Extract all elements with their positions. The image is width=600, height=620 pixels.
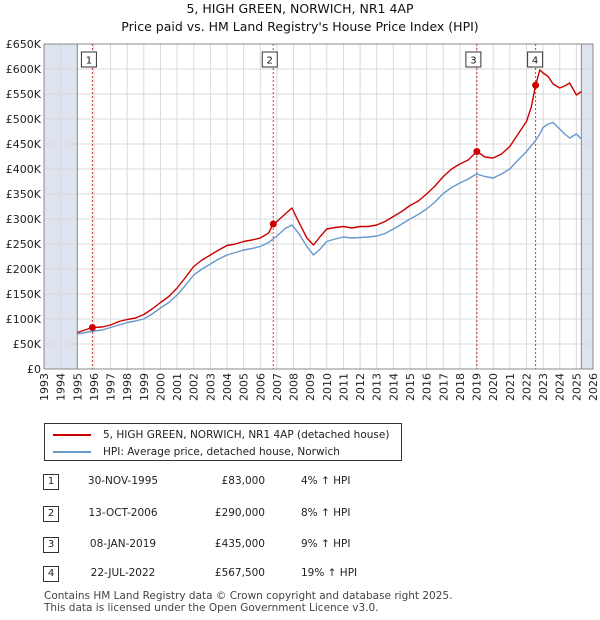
sale-label-number: 4 bbox=[532, 56, 538, 67]
y-tick-label: £450K bbox=[6, 138, 42, 151]
plot-area bbox=[44, 44, 593, 369]
y-tick-label: £650K bbox=[6, 38, 42, 51]
legend-swatch-sale bbox=[53, 434, 91, 436]
sale-badge: 2 bbox=[43, 506, 59, 522]
x-tick-label: 2016 bbox=[421, 373, 434, 401]
x-tick-label: 2007 bbox=[271, 373, 284, 401]
sale-price: £435,000 bbox=[214, 538, 265, 550]
sale-label-box bbox=[261, 51, 278, 68]
sale-point bbox=[88, 324, 96, 331]
y-tick-label: £150K bbox=[6, 288, 42, 301]
sale-price: £290,000 bbox=[214, 507, 265, 519]
sale-date: 13-OCT-2006 bbox=[88, 507, 158, 519]
footer-line-copyright: Contains HM Land Registry data © Crown c… bbox=[44, 590, 453, 602]
x-tick-label: 2009 bbox=[304, 373, 317, 401]
x-tick-label: 1999 bbox=[138, 373, 151, 401]
price-chart: 5, HIGH GREEN, NORWICH, NR1 4AP Price pa… bbox=[6, 1, 600, 401]
sale-date: 22-JUL-2022 bbox=[90, 567, 156, 579]
x-tick-label: 2001 bbox=[171, 373, 184, 401]
sale-hpi-change: 19% ↑ HPI bbox=[301, 567, 358, 579]
x-tick-label: 2010 bbox=[321, 373, 334, 401]
sale-label-box bbox=[80, 51, 97, 68]
x-tick-label: 2021 bbox=[504, 373, 517, 401]
x-tick-label: 2019 bbox=[471, 373, 484, 401]
x-tick-label: 2020 bbox=[487, 373, 500, 401]
sale-price: £83,000 bbox=[221, 475, 265, 487]
x-tick-label: 2000 bbox=[154, 373, 167, 401]
x-tick-label: 2013 bbox=[371, 373, 384, 401]
sale-label-number: 1 bbox=[86, 56, 92, 67]
legend-label-sale: 5, HIGH GREEN, NORWICH, NR1 4AP (detache… bbox=[103, 429, 390, 441]
x-tick-label: 2011 bbox=[337, 373, 350, 401]
sale-label-box bbox=[527, 51, 544, 68]
x-tick-label: 2026 bbox=[587, 373, 600, 401]
series-line-sale-price bbox=[77, 69, 582, 334]
x-tick-label: 2003 bbox=[204, 373, 217, 401]
x-tick-label: 1998 bbox=[121, 373, 134, 401]
legend-swatch-hpi bbox=[53, 451, 91, 453]
legend-item-hpi: HPI: Average price, detached house, Norw… bbox=[53, 444, 340, 460]
x-tick-label: 2005 bbox=[238, 373, 251, 401]
x-tick-label: 2022 bbox=[520, 373, 533, 401]
x-tick-label: 1995 bbox=[71, 373, 84, 401]
y-tick-label: £200K bbox=[6, 263, 42, 276]
sale-label-number: 3 bbox=[470, 56, 476, 67]
sale-date: 08-JAN-2019 bbox=[89, 538, 157, 550]
x-tick-label: 1997 bbox=[105, 373, 118, 401]
y-tick-label: £350K bbox=[6, 188, 42, 201]
legend-label-hpi: HPI: Average price, detached house, Norw… bbox=[103, 446, 340, 458]
x-tick-label: 2024 bbox=[554, 373, 567, 401]
x-tick-label: 2006 bbox=[254, 373, 267, 401]
sale-hpi-change: 8% ↑ HPI bbox=[301, 507, 351, 519]
y-tick-label: £0 bbox=[27, 363, 41, 376]
x-tick-label: 2017 bbox=[437, 373, 450, 401]
sale-point bbox=[532, 81, 540, 89]
x-tick-label: 1994 bbox=[55, 373, 68, 401]
footer-line-licence: This data is licensed under the Open Gov… bbox=[44, 602, 379, 614]
y-tick-label: £500K bbox=[6, 113, 42, 126]
x-tick-label: 2018 bbox=[454, 373, 467, 401]
sale-date: 30-NOV-1995 bbox=[87, 475, 159, 487]
x-tick-label: 2008 bbox=[288, 373, 301, 401]
sale-label-number: 2 bbox=[267, 56, 273, 67]
x-tick-label: 2015 bbox=[404, 373, 417, 401]
sale-label-box bbox=[465, 51, 482, 68]
chart-title: 5, HIGH GREEN, NORWICH, NR1 4AP bbox=[186, 1, 413, 16]
y-tick-label: £300K bbox=[6, 213, 42, 226]
sale-badge: 3 bbox=[43, 537, 59, 553]
plot-frame bbox=[43, 43, 594, 370]
y-tick-label: £550K bbox=[6, 88, 42, 101]
sale-hpi-change: 9% ↑ HPI bbox=[301, 538, 351, 550]
y-tick-label: £50K bbox=[13, 338, 42, 351]
sale-badge: 1 bbox=[43, 474, 59, 490]
footer-attribution: Contains HM Land Registry data © Crown c… bbox=[44, 590, 452, 614]
x-tick-label: 1996 bbox=[88, 373, 101, 401]
x-tick-label: 2012 bbox=[354, 373, 367, 401]
y-tick-label: £400K bbox=[6, 163, 42, 176]
sale-point bbox=[473, 148, 481, 155]
sale-price: £567,500 bbox=[214, 567, 265, 579]
sale-point bbox=[269, 220, 277, 228]
legend-item-sale: 5, HIGH GREEN, NORWICH, NR1 4AP (detache… bbox=[53, 427, 389, 443]
y-tick-label: £250K bbox=[6, 238, 42, 251]
legend: 5, HIGH GREEN, NORWICH, NR1 4AP (detache… bbox=[44, 423, 402, 461]
x-tick-label: 1993 bbox=[38, 373, 51, 401]
x-tick-label: 2002 bbox=[188, 373, 201, 401]
x-tick-label: 2004 bbox=[221, 373, 234, 401]
no-data-region-end bbox=[581, 44, 593, 369]
series-line-hpi bbox=[77, 121, 582, 335]
x-tick-label: 2025 bbox=[570, 373, 583, 401]
x-tick-label: 2023 bbox=[537, 373, 550, 401]
x-tick-label: 2014 bbox=[387, 373, 400, 401]
sale-hpi-change: 4% ↑ HPI bbox=[301, 475, 351, 487]
sale-badge: 4 bbox=[43, 566, 59, 582]
y-tick-label: £100K bbox=[6, 313, 42, 326]
y-tick-label: £600K bbox=[6, 63, 42, 76]
chart-subtitle: Price paid vs. HM Land Registry's House … bbox=[121, 19, 478, 34]
